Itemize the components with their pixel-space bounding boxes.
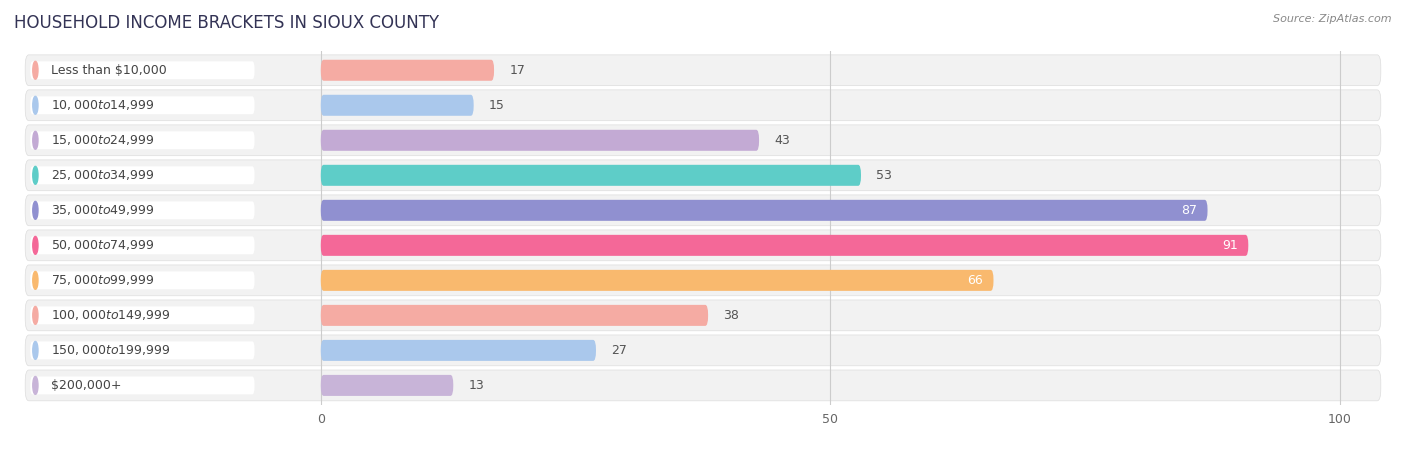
- Text: 17: 17: [509, 64, 526, 77]
- Circle shape: [32, 271, 38, 289]
- Circle shape: [32, 131, 38, 149]
- FancyBboxPatch shape: [31, 61, 254, 79]
- Circle shape: [32, 61, 38, 79]
- FancyBboxPatch shape: [25, 370, 1381, 401]
- FancyBboxPatch shape: [321, 200, 1208, 221]
- FancyBboxPatch shape: [31, 131, 254, 149]
- FancyBboxPatch shape: [25, 230, 1381, 261]
- Text: 91: 91: [1222, 239, 1239, 252]
- FancyBboxPatch shape: [31, 236, 254, 254]
- FancyBboxPatch shape: [31, 342, 254, 359]
- FancyBboxPatch shape: [321, 95, 474, 116]
- Text: 15: 15: [489, 99, 505, 112]
- FancyBboxPatch shape: [321, 165, 860, 186]
- Text: $15,000 to $24,999: $15,000 to $24,999: [51, 133, 155, 147]
- Text: Source: ZipAtlas.com: Source: ZipAtlas.com: [1274, 14, 1392, 23]
- Circle shape: [32, 306, 38, 324]
- Circle shape: [32, 342, 38, 359]
- Text: $35,000 to $49,999: $35,000 to $49,999: [51, 203, 155, 217]
- Text: 43: 43: [775, 134, 790, 147]
- FancyBboxPatch shape: [321, 270, 994, 291]
- FancyBboxPatch shape: [321, 340, 596, 361]
- Text: 87: 87: [1181, 204, 1198, 217]
- FancyBboxPatch shape: [25, 90, 1381, 121]
- FancyBboxPatch shape: [25, 265, 1381, 296]
- FancyBboxPatch shape: [321, 130, 759, 151]
- FancyBboxPatch shape: [31, 306, 254, 324]
- Text: 38: 38: [723, 309, 740, 322]
- Circle shape: [32, 96, 38, 114]
- FancyBboxPatch shape: [31, 202, 254, 219]
- FancyBboxPatch shape: [321, 375, 453, 396]
- FancyBboxPatch shape: [25, 55, 1381, 86]
- Text: 27: 27: [612, 344, 627, 357]
- FancyBboxPatch shape: [25, 195, 1381, 226]
- Text: $75,000 to $99,999: $75,000 to $99,999: [51, 273, 155, 288]
- FancyBboxPatch shape: [25, 300, 1381, 331]
- FancyBboxPatch shape: [321, 60, 494, 81]
- Circle shape: [32, 377, 38, 394]
- Text: 66: 66: [967, 274, 983, 287]
- Text: $150,000 to $199,999: $150,000 to $199,999: [51, 343, 170, 357]
- FancyBboxPatch shape: [25, 335, 1381, 366]
- FancyBboxPatch shape: [31, 377, 254, 394]
- FancyBboxPatch shape: [321, 235, 1249, 256]
- Text: $10,000 to $14,999: $10,000 to $14,999: [51, 98, 155, 112]
- FancyBboxPatch shape: [31, 96, 254, 114]
- Circle shape: [32, 236, 38, 254]
- Text: 53: 53: [876, 169, 893, 182]
- Text: $100,000 to $149,999: $100,000 to $149,999: [51, 308, 170, 322]
- Text: 13: 13: [468, 379, 484, 392]
- Text: HOUSEHOLD INCOME BRACKETS IN SIOUX COUNTY: HOUSEHOLD INCOME BRACKETS IN SIOUX COUNT…: [14, 14, 439, 32]
- Text: $200,000+: $200,000+: [51, 379, 121, 392]
- FancyBboxPatch shape: [25, 125, 1381, 156]
- FancyBboxPatch shape: [25, 160, 1381, 191]
- FancyBboxPatch shape: [31, 166, 254, 184]
- Text: $25,000 to $34,999: $25,000 to $34,999: [51, 168, 155, 182]
- Circle shape: [32, 166, 38, 184]
- FancyBboxPatch shape: [31, 271, 254, 289]
- FancyBboxPatch shape: [321, 305, 709, 326]
- Text: Less than $10,000: Less than $10,000: [51, 64, 166, 77]
- Circle shape: [32, 202, 38, 219]
- Text: $50,000 to $74,999: $50,000 to $74,999: [51, 238, 155, 252]
